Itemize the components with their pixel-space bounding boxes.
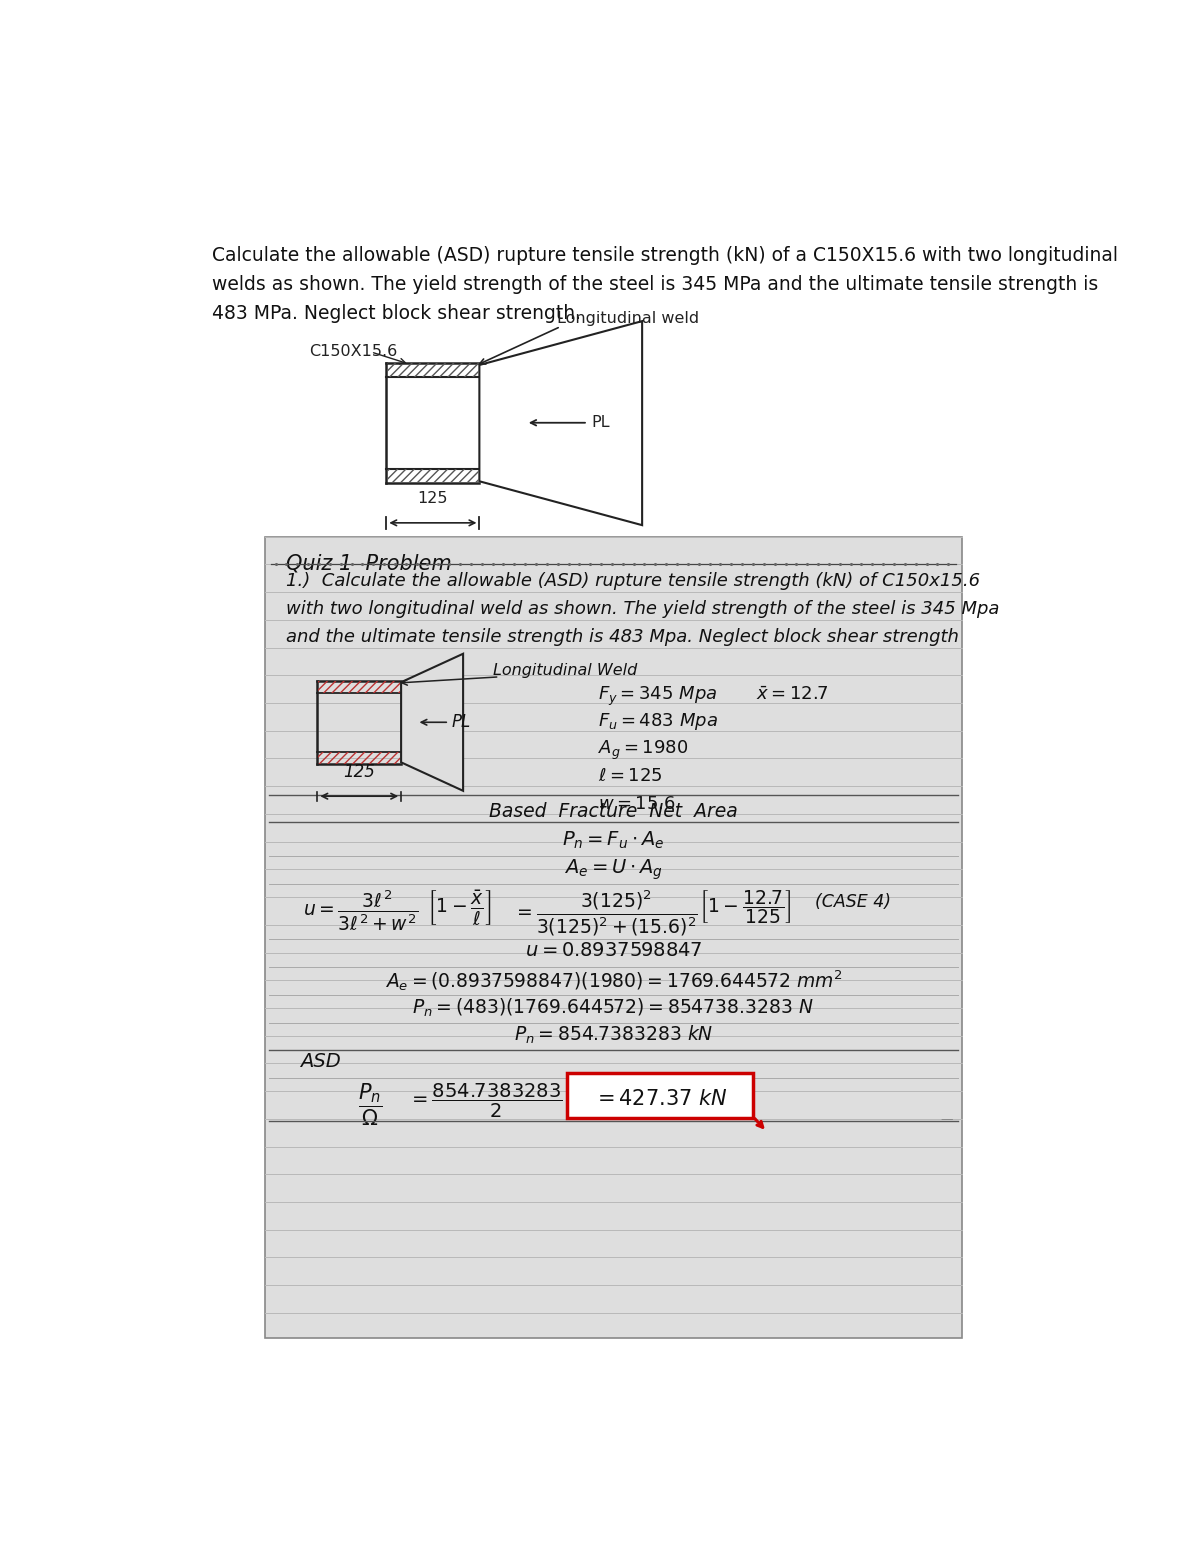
Text: $P_n = 854.7383283\ kN$: $P_n = 854.7383283\ kN$: [514, 1023, 713, 1047]
Polygon shape: [401, 654, 463, 790]
Text: C150X15.6: C150X15.6: [308, 345, 397, 359]
Text: and the ultimate tensile strength is 483 Mpa. Neglect block shear strength: and the ultimate tensile strength is 483…: [287, 627, 959, 646]
Text: 125: 125: [418, 491, 448, 506]
Text: $= \dfrac{3(125)^2}{3(125)^2 + (15.6)^2}$: $= \dfrac{3(125)^2}{3(125)^2 + (15.6)^2}…: [512, 888, 697, 938]
Text: $A_e = U \cdot A_g$: $A_e = U \cdot A_g$: [564, 857, 662, 882]
Text: $A_g = 1980$: $A_g = 1980$: [598, 739, 689, 763]
Bar: [318, 680, 401, 693]
Text: Based  Fracture  Net  Area: Based Fracture Net Area: [490, 803, 738, 822]
Bar: [265, 537, 962, 1337]
Text: $u = 0.8937598847$: $u = 0.8937598847$: [524, 941, 702, 960]
Text: (CASE 4): (CASE 4): [815, 893, 890, 912]
Bar: [388, 469, 479, 483]
Bar: [566, 1073, 752, 1118]
Text: $A_e = (0.8937598847)(1980) = 1769.644572\ mm^2$: $A_e = (0.8937598847)(1980) = 1769.64457…: [385, 969, 842, 994]
Text: $F_y = 345\ Mpa$       $\bar{x} = 12.7$: $F_y = 345\ Mpa$ $\bar{x} = 12.7$: [598, 683, 828, 708]
Text: Longitudinal Weld: Longitudinal Weld: [493, 663, 637, 679]
Text: ASD: ASD: [300, 1051, 341, 1072]
Text: $w = 15.6$: $w = 15.6$: [598, 795, 676, 812]
Text: 125: 125: [343, 763, 376, 781]
Text: $= \dfrac{854.7383283}{2}$: $= \dfrac{854.7383283}{2}$: [408, 1082, 563, 1120]
Text: $u = \dfrac{3\ell^2}{3\ell^2 + w^2}$: $u = \dfrac{3\ell^2}{3\ell^2 + w^2}$: [304, 888, 419, 933]
Text: $\left[1 - \dfrac{12.7}{125}\right]$: $\left[1 - \dfrac{12.7}{125}\right]$: [698, 888, 792, 927]
Bar: [318, 752, 401, 764]
Text: $= 427.37\ kN$: $= 427.37\ kN$: [593, 1089, 727, 1109]
Text: $\left[1 - \dfrac{\bar{x}}{\ell}\right]$: $\left[1 - \dfrac{\bar{x}}{\ell}\right]$: [427, 888, 492, 929]
Text: 1.)  Calculate the allowable (ASD) rupture tensile strength (kN) of C150x15.6: 1.) Calculate the allowable (ASD) ruptur…: [287, 572, 980, 590]
Text: $\ell = 125$: $\ell = 125$: [598, 767, 662, 784]
Text: PL: PL: [451, 713, 470, 731]
Text: $F_u = 483\ Mpa$: $F_u = 483\ Mpa$: [598, 711, 718, 733]
Text: Quiz 1  Problem: Quiz 1 Problem: [287, 554, 452, 573]
Text: PL: PL: [592, 415, 611, 430]
Text: $P_n = (483)(1769.644572) = 854738.3283\ N$: $P_n = (483)(1769.644572) = 854738.3283\…: [413, 997, 815, 1019]
Text: $\dfrac{P_n}{\Omega}$: $\dfrac{P_n}{\Omega}$: [358, 1082, 382, 1127]
Text: with two longitudinal weld as shown. The yield strength of the steel is 345 Mpa: with two longitudinal weld as shown. The…: [287, 599, 1000, 618]
Bar: [388, 363, 479, 377]
Text: Longitudinal weld: Longitudinal weld: [557, 312, 698, 326]
Text: Calculate the allowable (ASD) rupture tensile strength (kN) of a C150X15.6 with : Calculate the allowable (ASD) rupture te…: [212, 247, 1118, 323]
Polygon shape: [479, 321, 642, 525]
Text: —: —: [941, 1112, 953, 1126]
Text: $P_n = F_u \cdot A_e$: $P_n = F_u \cdot A_e$: [563, 831, 665, 851]
